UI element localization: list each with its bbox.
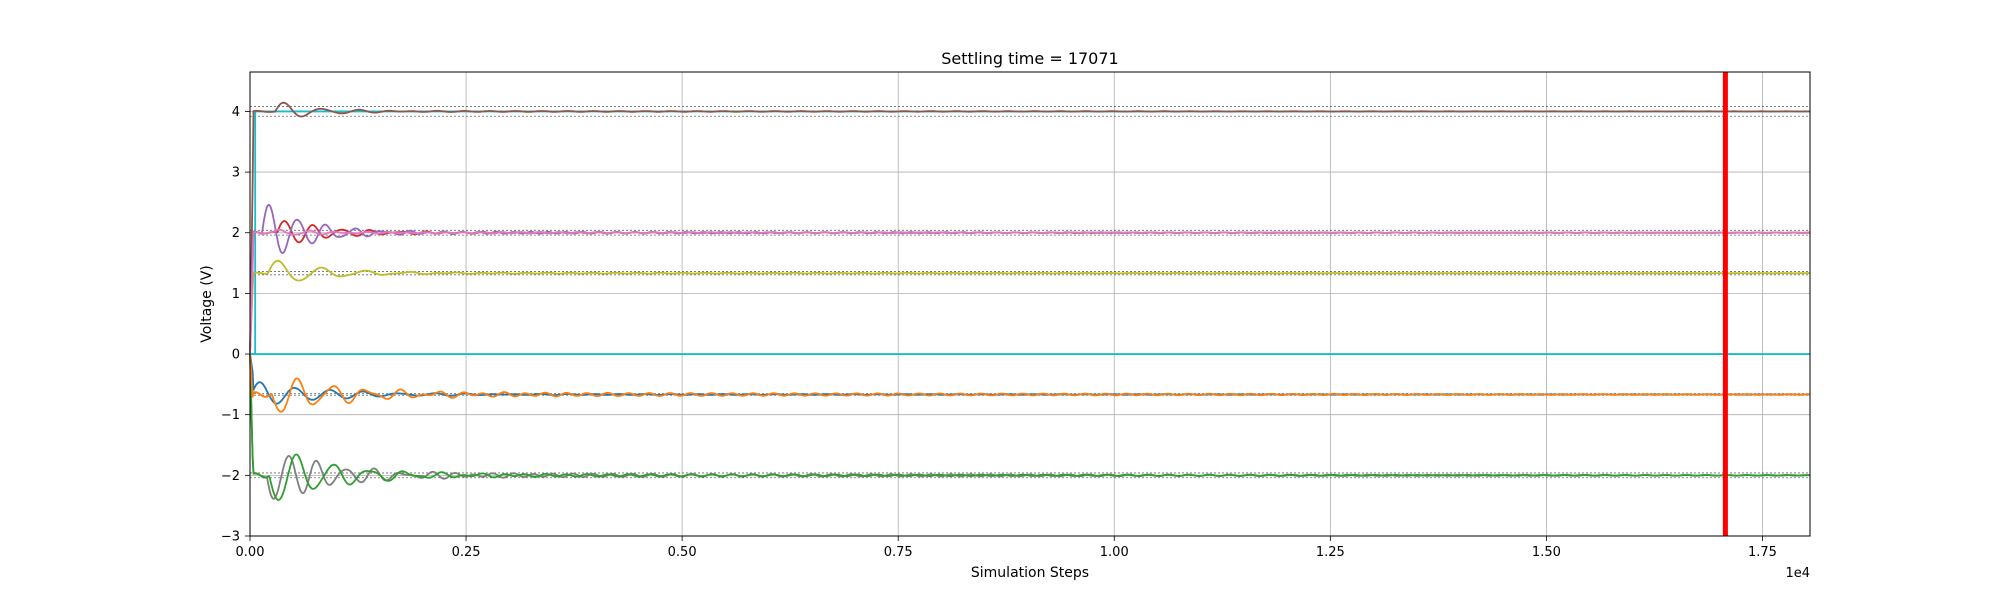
series-line-10 <box>249 353 1810 413</box>
y-tick-label: 1 <box>232 287 240 302</box>
plot-frame <box>249 71 1811 537</box>
y-tick-label: 3 <box>232 166 240 181</box>
series-line-8 <box>249 353 1810 501</box>
series-line-5 <box>249 259 1811 355</box>
y-tick-label: 2 <box>232 226 240 241</box>
series-lines <box>249 101 1811 501</box>
x-tick-label: 1.00 <box>1100 545 1129 560</box>
y-tick-label: 4 <box>232 105 240 120</box>
y-tick-label: 0 <box>232 348 240 363</box>
x-tick-label: 0.00 <box>236 545 265 560</box>
x-tick-label: 0.25 <box>452 545 481 560</box>
y-axis-label: Voltage (V) <box>199 265 215 342</box>
series-line-6 <box>249 228 1810 355</box>
x-tick-label: 1.75 <box>1748 545 1777 560</box>
x-axis-label: Simulation Steps <box>971 565 1089 581</box>
x-axis-offset-label: 1e4 <box>1785 566 1810 581</box>
x-tick-label: 1.25 <box>1316 545 1345 560</box>
y-tick-label: −1 <box>221 408 240 423</box>
y-tick-label: −3 <box>221 530 240 545</box>
x-tick-label: 0.75 <box>884 545 913 560</box>
series-line-2 <box>249 101 1810 355</box>
y-tick-label: −2 <box>221 469 240 484</box>
chart-title: Settling time = 17071 <box>941 49 1118 68</box>
y-axis-ticks: −3 −2 −1 0 1 2 3 4 <box>221 105 250 545</box>
x-tick-label: 1.50 <box>1532 545 1561 560</box>
x-tick-label: 0.50 <box>668 545 697 560</box>
x-axis-ticks: 0.00 0.25 0.50 0.75 1.00 1.25 1.50 1.75 <box>236 536 1777 560</box>
plot-area <box>250 72 1810 536</box>
